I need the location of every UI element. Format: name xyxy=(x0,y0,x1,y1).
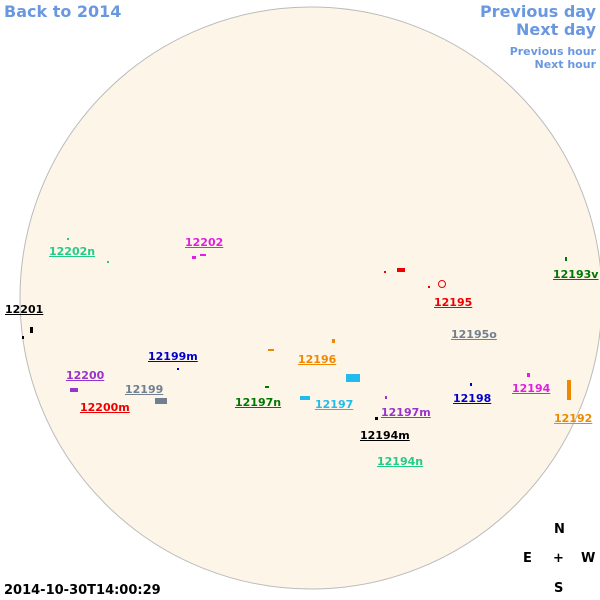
region-label[interactable]: 12195o xyxy=(451,328,497,341)
region-label[interactable]: 12194 xyxy=(512,382,551,395)
back-link[interactable]: Back to 2014 xyxy=(4,2,122,21)
spot-marks xyxy=(22,238,571,420)
region-label[interactable]: 12194m xyxy=(360,429,410,442)
region-label[interactable]: 12199 xyxy=(125,383,164,396)
spot xyxy=(70,388,78,392)
timestamp: 2014-10-30T14:00:29 xyxy=(4,583,161,598)
spot xyxy=(438,280,446,288)
compass-east: E xyxy=(523,551,532,566)
region-label[interactable]: 12193v xyxy=(553,268,599,281)
spot xyxy=(30,327,33,333)
spot xyxy=(565,257,567,261)
next-day-link[interactable]: Next day xyxy=(516,20,596,39)
spot xyxy=(300,396,310,400)
spot xyxy=(346,374,360,382)
compass-north: N xyxy=(554,522,565,537)
spot xyxy=(192,256,196,259)
previous-day-link[interactable]: Previous day xyxy=(479,2,596,21)
spot xyxy=(397,268,405,272)
previous-hour-link[interactable]: Previous hour xyxy=(509,45,596,58)
spot xyxy=(384,271,386,273)
spot xyxy=(268,349,274,351)
spot xyxy=(470,383,472,386)
region-label[interactable]: 12196 xyxy=(298,353,337,366)
spot xyxy=(177,368,179,370)
region-label[interactable]: 12192 xyxy=(554,412,593,425)
region-label[interactable]: 12197n xyxy=(235,396,282,409)
region-label[interactable]: 12197 xyxy=(315,398,354,411)
region-label[interactable]: 12194n xyxy=(377,455,424,468)
region-label[interactable]: 12195 xyxy=(434,296,473,309)
spot xyxy=(385,396,387,399)
spot xyxy=(527,373,530,377)
spot xyxy=(375,417,378,420)
spot xyxy=(155,398,167,404)
solar-disk xyxy=(19,6,600,590)
region-label[interactable]: 12199m xyxy=(148,350,198,363)
spot xyxy=(22,336,24,339)
spot xyxy=(200,254,206,256)
spot xyxy=(265,386,269,388)
region-label[interactable]: 12198 xyxy=(453,392,492,405)
compass-west: W xyxy=(581,551,596,566)
spot xyxy=(107,261,109,263)
region-label[interactable]: 12200m xyxy=(80,401,130,414)
spot xyxy=(567,380,571,400)
spot xyxy=(67,238,69,240)
region-label[interactable]: 12200 xyxy=(66,369,105,382)
next-hour-link[interactable]: Next hour xyxy=(534,58,597,71)
compass-south: S xyxy=(554,581,564,596)
region-label[interactable]: 12202 xyxy=(185,236,224,249)
spot xyxy=(428,286,430,288)
region-label[interactable]: 12202n xyxy=(49,245,96,258)
region-label[interactable]: 12201 xyxy=(5,303,44,316)
region-label[interactable]: 12197m xyxy=(381,406,431,419)
spot xyxy=(332,339,335,343)
compass-center: + xyxy=(553,551,564,566)
